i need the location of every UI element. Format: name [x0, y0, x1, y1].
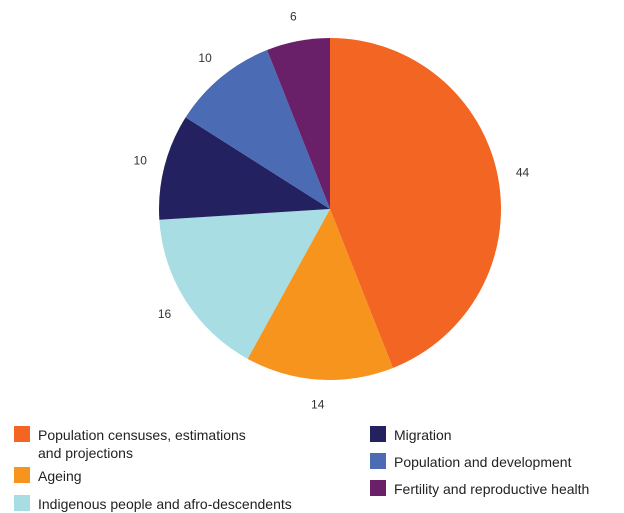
pie-data-labels: 44 14 16 10 10 6: [134, 10, 530, 412]
pie-slice-population-development: [185, 50, 330, 210]
pie-slices: [159, 38, 501, 380]
pie-label-migration: 10: [134, 153, 148, 167]
pie-label-fertility: 6: [290, 10, 297, 24]
pie-slice-ageing: [247, 209, 393, 380]
pie-slice-migration: [159, 117, 330, 220]
pie-label-indigenous-people: 16: [158, 307, 172, 321]
pie-slice-fertility: [267, 38, 330, 209]
pie-slice-population-censuses: [330, 38, 501, 368]
pie-label-population-development: 10: [198, 51, 212, 65]
pie-label-ageing: 14: [311, 398, 325, 412]
pie-slice-indigenous-people: [159, 209, 330, 359]
pie-label-population-censuses: 44: [516, 165, 530, 179]
